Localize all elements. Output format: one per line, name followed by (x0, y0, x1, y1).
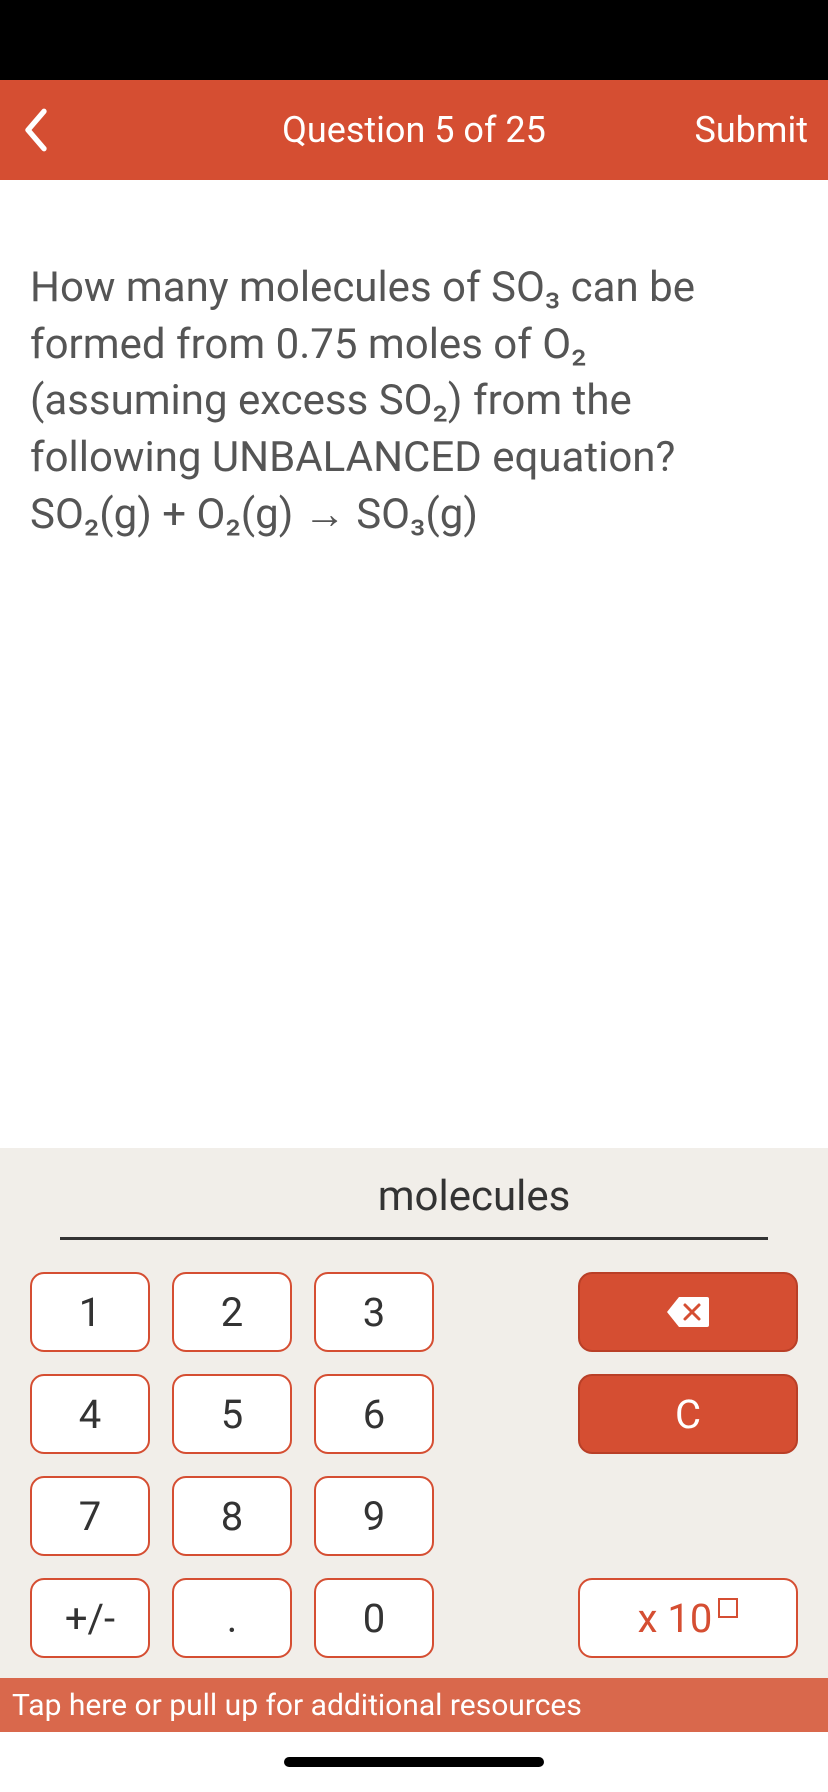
submit-button[interactable]: Submit (694, 109, 808, 151)
key-8[interactable]: 8 (172, 1476, 292, 1556)
answer-display[interactable]: molecules (60, 1172, 768, 1240)
key-5[interactable]: 5 (172, 1374, 292, 1454)
question-text: How many molecules of SO₃ can be formed … (30, 260, 798, 543)
key-7[interactable]: 7 (30, 1476, 150, 1556)
home-indicator[interactable] (284, 1757, 544, 1767)
key-0[interactable]: 0 (314, 1578, 434, 1658)
key-9[interactable]: 9 (314, 1476, 434, 1556)
page-title: Question 5 of 25 (20, 109, 808, 151)
key-3[interactable]: 3 (314, 1272, 434, 1352)
question-line: (assuming excess SO₂) from the (30, 376, 632, 425)
exponent-label: x 10 (638, 1595, 713, 1642)
question-line: How many molecules of SO₃ can be (30, 263, 695, 312)
back-button[interactable] (20, 106, 52, 154)
key-4[interactable]: 4 (30, 1374, 150, 1454)
resources-bar[interactable]: Tap here or pull up for additional resou… (0, 1678, 828, 1732)
keypad-grid: 1 2 3 4 5 6 C 7 8 9 +/- . 0 x 10 (30, 1272, 798, 1658)
resources-text: Tap here or pull up for additional resou… (12, 1688, 582, 1723)
backspace-button[interactable] (578, 1272, 798, 1352)
key-1[interactable]: 1 (30, 1272, 150, 1352)
keypad-area: molecules 1 2 3 4 5 6 C 7 8 9 +/- . 0 x … (0, 1148, 828, 1678)
backspace-icon (665, 1295, 711, 1329)
header: Question 5 of 25 Submit (0, 80, 828, 180)
key-2[interactable]: 2 (172, 1272, 292, 1352)
question-line: formed from 0.75 moles of O₂ (30, 320, 587, 369)
key-6[interactable]: 6 (314, 1374, 434, 1454)
answer-unit: molecules (378, 1172, 571, 1221)
question-line: SO₂(g) + O₂(g) → SO₃(g) (30, 490, 478, 539)
chevron-left-icon (20, 106, 52, 154)
clear-button[interactable]: C (578, 1374, 798, 1454)
question-line: following UNBALANCED equation? (30, 433, 675, 482)
key-plusminus[interactable]: +/- (30, 1578, 150, 1658)
question-area: How many molecules of SO₃ can be formed … (0, 180, 828, 1148)
exponent-button[interactable]: x 10 (578, 1578, 798, 1658)
home-indicator-area (0, 1732, 828, 1792)
exponent-box-icon (718, 1598, 738, 1618)
key-decimal[interactable]: . (172, 1578, 292, 1658)
status-bar (0, 0, 828, 80)
